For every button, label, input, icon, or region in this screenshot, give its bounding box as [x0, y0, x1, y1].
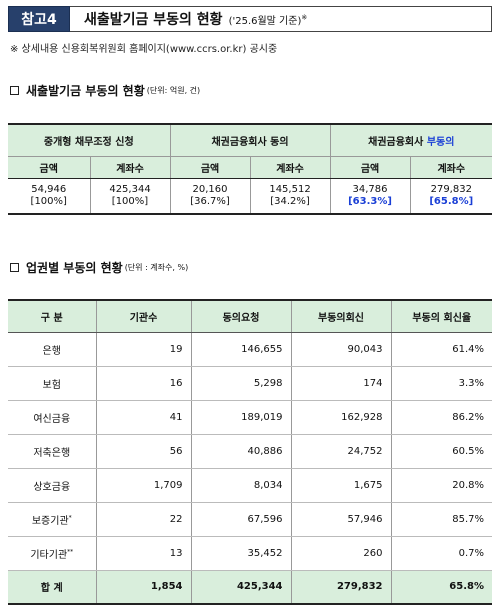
source-note: ※ 상세내용 신용회복위원회 홈페이지(www.ccrs.or.kr) 공시중 [10, 44, 278, 55]
column-header: 동의요청 [190, 299, 292, 333]
group-header-request: 중개형 채무조정 신청 [8, 123, 171, 157]
group-header-nonconsent: 채권금융회사 부동의 [329, 123, 493, 157]
title-box: 새출발기금 부동의 현황 ('25.6월말 기준)※ [70, 6, 492, 32]
subheader-cell: 금액 [169, 156, 251, 179]
table-row: 여신금융 41 189,019 162,928 86.2% [8, 400, 492, 435]
section-unit-1: (단위: 억원, 건) [146, 86, 201, 95]
section-heading-2: 업권별 부동의 현황 (단위 : 계좌수, %) [10, 259, 188, 276]
subheader-cell: 계좌수 [89, 156, 171, 179]
summary-table: 중개형 채무조정 신청 채권금융회사 동의 채권금융회사 부동의 금액 계좌수 … [8, 123, 493, 215]
value-cell: 54,946 [100%] [8, 178, 91, 215]
table-row: 상호금융 1,709 8,034 1,675 20.8% [8, 468, 492, 503]
subheader-cell: 금액 [329, 156, 411, 179]
reference-badge: 참고4 [8, 6, 70, 32]
column-header: 기관수 [95, 299, 192, 333]
checkbox-square-icon [10, 263, 19, 272]
sector-table: 구 분 기관수 동의요청 부동의회신 부동의 회신율 은행 19 146,655… [8, 299, 492, 605]
table-row: 보증기관* 22 67,596 57,946 85.7% [8, 502, 492, 537]
total-row: 합 계 1,854 425,344 279,832 65.8% [8, 569, 492, 605]
section-title-1: 새출발기금 부동의 현황 [26, 84, 145, 98]
table-row: 은행 19 146,655 90,043 61.4% [8, 332, 492, 367]
page-title: 새출발기금 부동의 현황 [84, 12, 223, 28]
report-header: 참고4 새출발기금 부동의 현황 ('25.6월말 기준)※ [8, 6, 492, 32]
section-heading-1: 새출발기금 부동의 현황 (단위: 억원, 건) [10, 82, 200, 99]
subheader-cell: 계좌수 [249, 156, 331, 179]
value-cell: 34,786 [63.3%] [329, 178, 411, 215]
value-cell: 279,832 [65.8%] [409, 178, 493, 215]
table-row: 저축은행 56 40,886 24,752 60.5% [8, 434, 492, 469]
column-header: 부동의회신 [290, 299, 392, 333]
title-date: ('25.6월말 기준)※ [228, 13, 308, 27]
subheader-cell: 계좌수 [409, 156, 493, 179]
group-header-consent: 채권금융회사 동의 [169, 123, 331, 157]
value-cell: 145,512 [34.2%] [249, 178, 331, 215]
checkbox-square-icon [10, 86, 19, 95]
subheader-cell: 금액 [8, 156, 91, 179]
value-cell: 425,344 [100%] [89, 178, 171, 215]
section-unit-2: (단위 : 계좌수, %) [124, 263, 189, 272]
value-cell: 20,160 [36.7%] [169, 178, 251, 215]
section-title-2: 업권별 부동의 현황 [26, 261, 123, 275]
column-header: 구 분 [8, 299, 97, 333]
table-row: 기타기관** 13 35,452 260 0.7% [8, 536, 492, 571]
column-header: 부동의 회신율 [390, 299, 492, 333]
table-row: 보험 16 5,298 174 3.3% [8, 366, 492, 401]
